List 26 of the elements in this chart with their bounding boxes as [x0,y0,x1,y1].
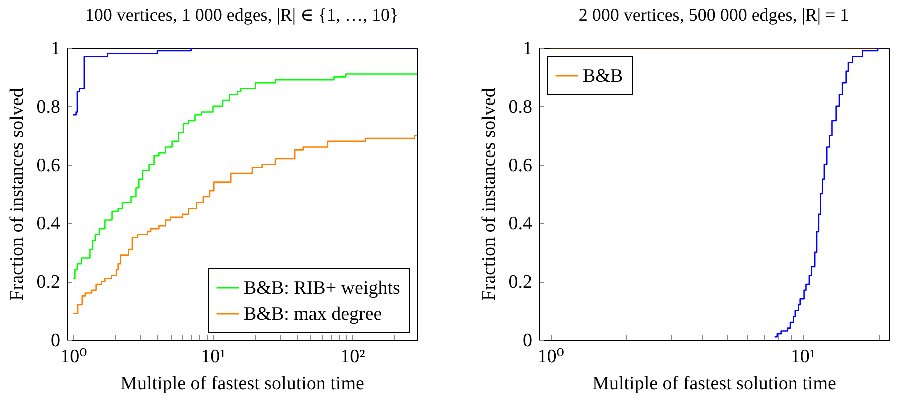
x-tick-label: 10¹ [790,346,816,368]
x-tick-label: 10² [340,346,366,368]
y-tick-label: 0 [523,330,532,352]
y-tick-label: 0.4 [36,214,61,235]
y-tick-label: 1 [51,38,60,60]
legend-label: B&B [583,66,624,87]
y-tick-label: 0.8 [508,96,532,118]
y-tick-label: 0 [51,330,60,352]
y-tick-label: 0.4 [508,214,533,235]
y-axis-title: Fraction of instances solved [6,88,28,301]
y-tick-label: 0.6 [508,155,532,176]
y-tick-label: 0.6 [36,155,60,176]
y-tick-label: 0.2 [508,272,532,294]
x-tick-label: 10⁰ [60,346,88,368]
y-tick-label: 1 [523,38,532,60]
chart-title: 2 000 vertices, 500 000 edges, |R| = 1 [578,5,850,25]
x-tick-label: 10⁰ [538,346,565,368]
x-axis-title: Multiple of fastest solution time [120,374,364,394]
y-tick-label: 0.8 [36,96,60,118]
legend-label: B&B: max degree [244,304,382,325]
x-tick-label: 10¹ [201,346,226,368]
y-tick-label: 0.2 [36,272,60,294]
y-axis-title: Fraction of instances solved [478,88,500,301]
legend-label: B&B: RIB+ weights [244,278,400,299]
chart-title: 100 vertices, 1 000 edges, |R| ∈ {1, …, 10} [85,5,399,25]
x-axis-title: Multiple of fastest solution time [592,374,836,394]
